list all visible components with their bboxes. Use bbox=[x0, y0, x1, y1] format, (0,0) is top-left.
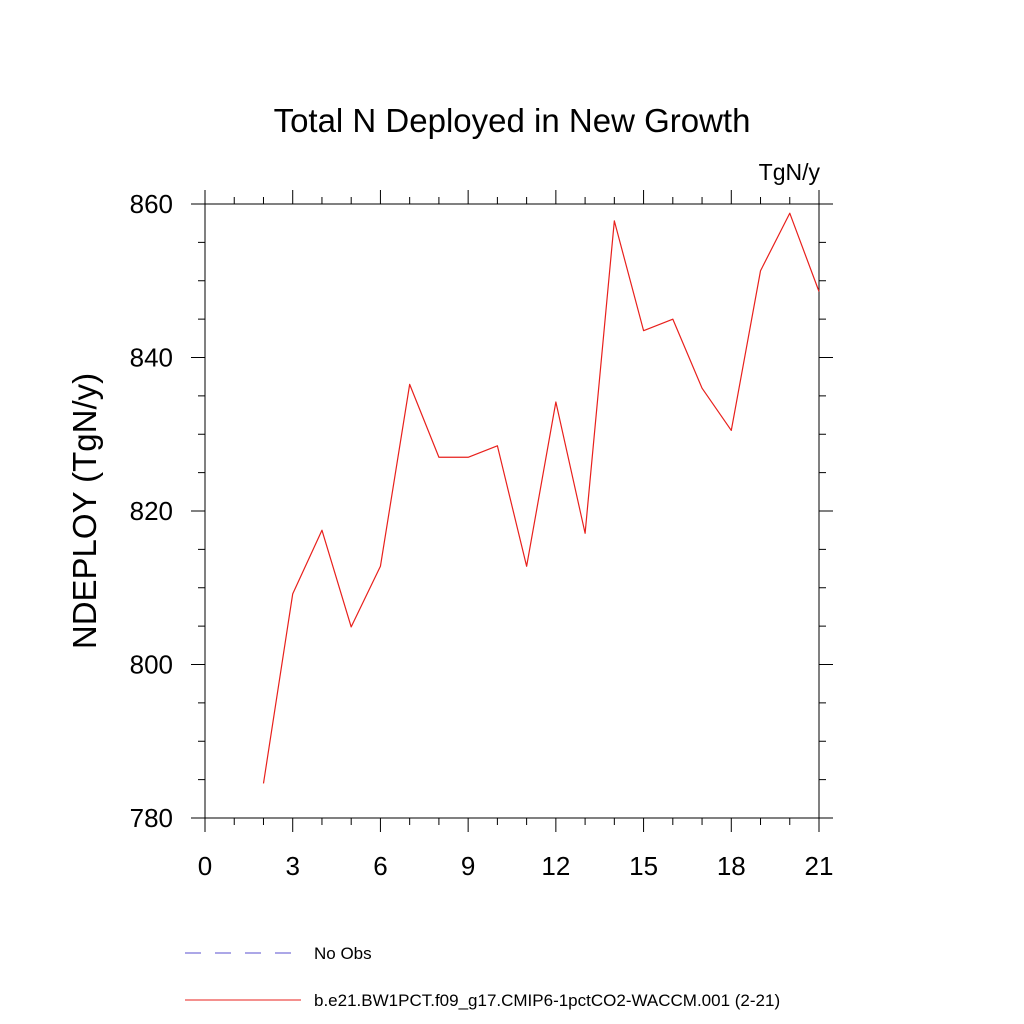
axis-ticks: 0 3 6 9 12 15 18 21 780 800 820 840 860 bbox=[130, 189, 834, 881]
legend-label: No Obs bbox=[314, 944, 372, 963]
y-tick-label: 840 bbox=[130, 343, 173, 373]
x-tick-label: 15 bbox=[629, 851, 658, 881]
series-layer bbox=[262, 212, 820, 784]
x-tick-label: 21 bbox=[805, 851, 834, 881]
legend-label: b.e21.BW1PCT.f09_g17.CMIP6-1pctCO2-WACCM… bbox=[314, 991, 780, 1010]
y-tick-label: 820 bbox=[130, 496, 173, 526]
y-axis-label: NDEPLOY (TgN/y) bbox=[66, 373, 103, 649]
y-tick-label: 860 bbox=[130, 189, 173, 219]
chart-title: Total N Deployed in New Growth bbox=[274, 102, 751, 139]
x-tick-label: 6 bbox=[373, 851, 387, 881]
units-label: TgN/y bbox=[759, 159, 821, 185]
x-tick-label: 12 bbox=[541, 851, 570, 881]
y-tick-label: 780 bbox=[130, 803, 173, 833]
y-tick-label: 800 bbox=[130, 650, 173, 680]
series-line bbox=[262, 212, 820, 784]
x-tick-label: 18 bbox=[717, 851, 746, 881]
plot-frame bbox=[204, 203, 820, 819]
legend: No Obs b.e21.BW1PCT.f09_g17.CMIP6-1pctCO2… bbox=[185, 944, 780, 1010]
x-tick-label: 3 bbox=[285, 851, 299, 881]
x-tick-label: 0 bbox=[198, 851, 212, 881]
x-tick-label: 9 bbox=[461, 851, 475, 881]
